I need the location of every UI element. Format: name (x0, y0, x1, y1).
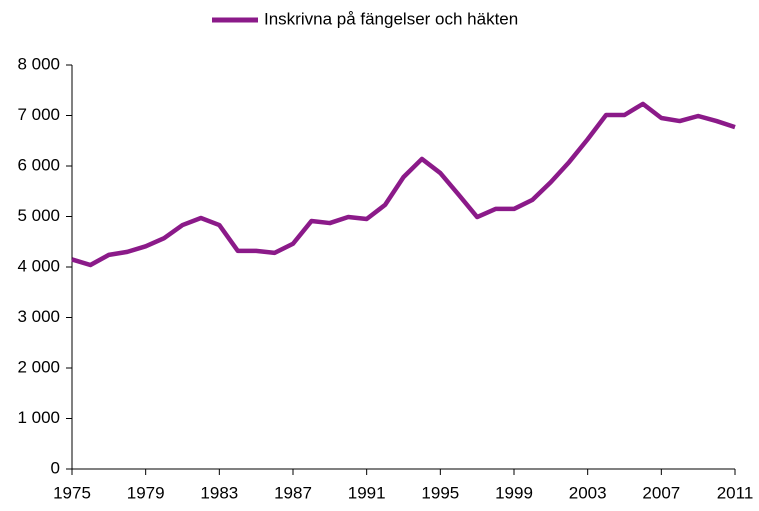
x-tick-label: 1975 (53, 483, 91, 502)
y-tick-label: 3 000 (17, 307, 60, 326)
x-tick-label: 1995 (421, 483, 459, 502)
y-tick-label: 5 000 (17, 206, 60, 225)
y-tick-label: 1 000 (17, 408, 60, 427)
legend-label: Inskrivna på fängelser och häkten (264, 9, 518, 28)
y-tick-label: 8 000 (17, 54, 60, 73)
x-tick-label: 2003 (569, 483, 607, 502)
y-tick-label: 6 000 (17, 155, 60, 174)
x-tick-label: 1979 (127, 483, 165, 502)
y-tick-label: 0 (51, 458, 60, 477)
x-tick-label: 2007 (642, 483, 680, 502)
line-series (71, 101, 736, 268)
y-tick-label: 4 000 (17, 256, 60, 275)
x-tick-label: 1991 (348, 483, 386, 502)
y-tick-label: 2 000 (17, 357, 60, 376)
y-tick-label: 7 000 (17, 105, 60, 124)
x-tick-label: 1983 (200, 483, 238, 502)
x-tick-label: 2011 (717, 483, 754, 502)
x-tick-label: 1987 (274, 483, 312, 502)
x-tick-label: 1999 (495, 483, 533, 502)
